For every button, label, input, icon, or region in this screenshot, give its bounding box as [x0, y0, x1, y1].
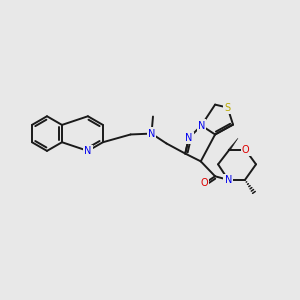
Text: O: O: [242, 145, 249, 155]
Text: N: N: [148, 129, 155, 139]
Text: N: N: [224, 175, 232, 185]
Text: S: S: [225, 103, 231, 112]
Text: O: O: [200, 178, 208, 188]
Text: N: N: [198, 121, 205, 130]
Text: N: N: [84, 146, 92, 156]
Text: N: N: [185, 133, 193, 143]
Polygon shape: [228, 138, 238, 150]
